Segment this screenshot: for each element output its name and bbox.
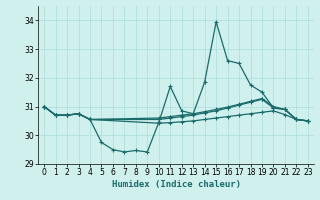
X-axis label: Humidex (Indice chaleur): Humidex (Indice chaleur) bbox=[111, 180, 241, 189]
